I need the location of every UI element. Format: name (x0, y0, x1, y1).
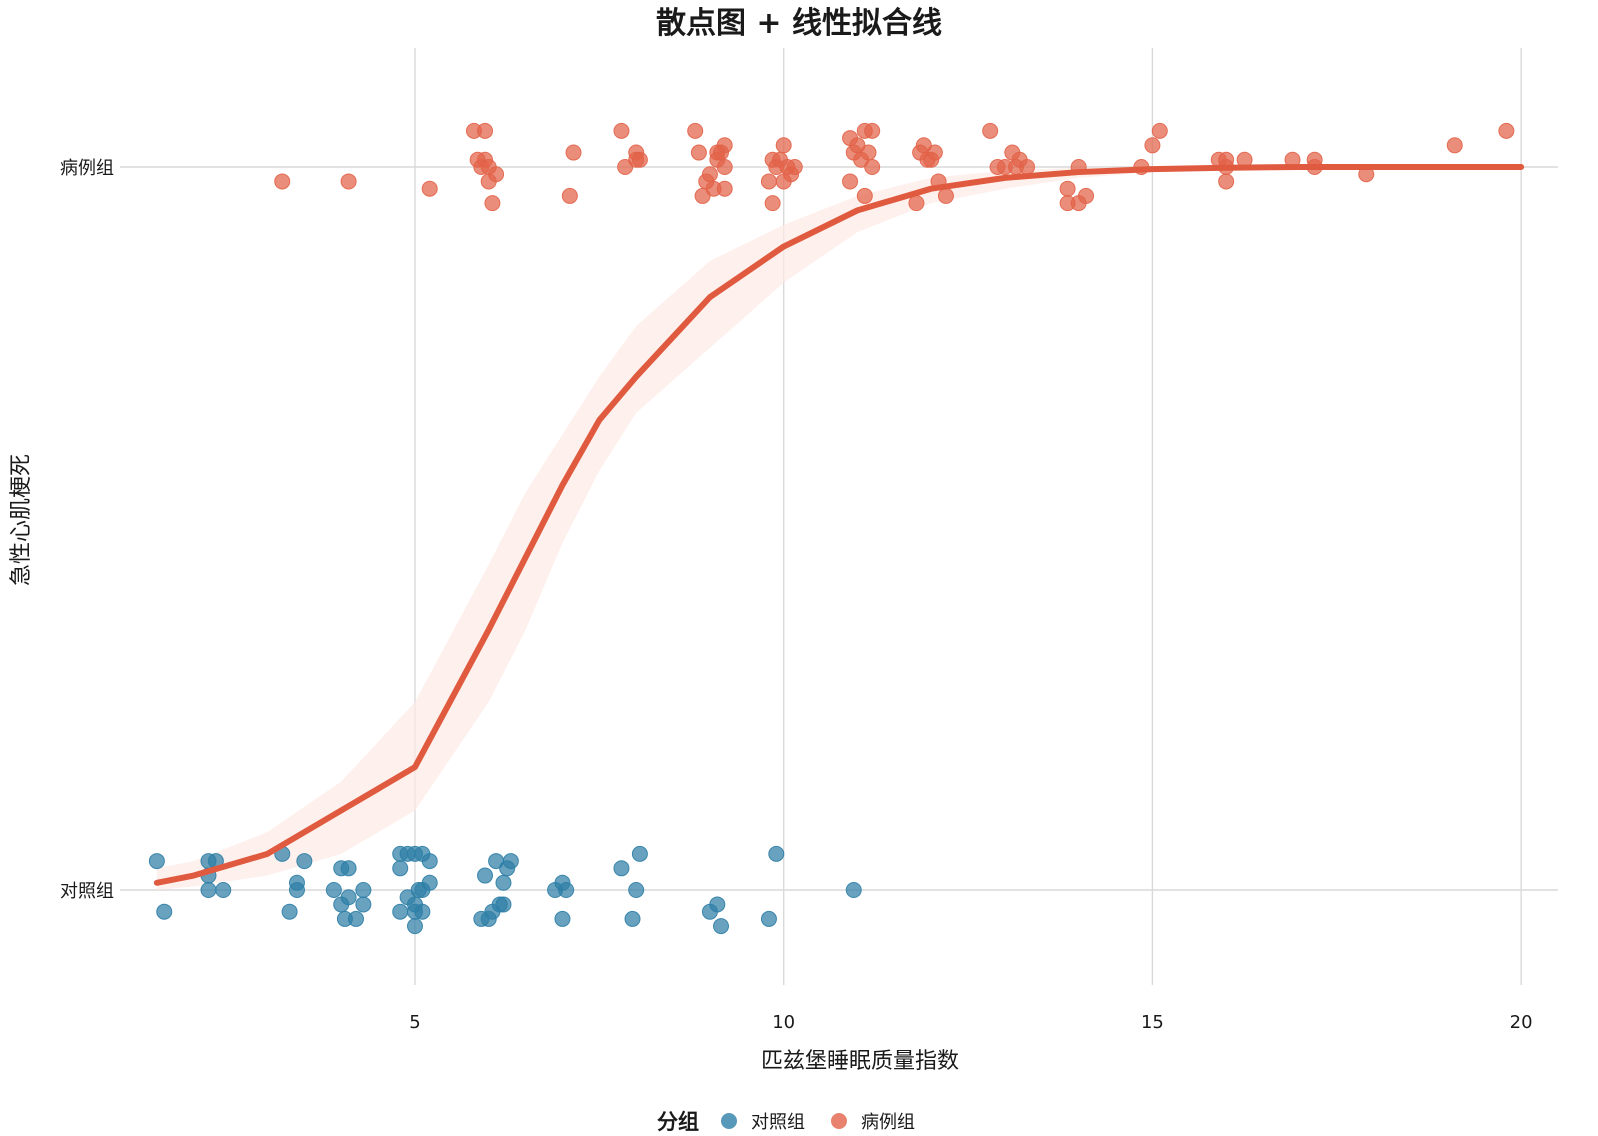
case-point-10 (484, 195, 501, 212)
case-point-66 (1059, 180, 1076, 197)
control-point-51 (624, 910, 641, 927)
legend-swatch-case (831, 1113, 847, 1129)
case-point-0 (274, 173, 291, 190)
confidence-band-area (156, 167, 1522, 890)
case-point-18 (628, 151, 645, 168)
case-point-76 (1218, 173, 1235, 190)
case-point-12 (561, 187, 578, 204)
y-tick-label-1: 病例组 (60, 158, 114, 179)
control-point-57 (760, 910, 777, 927)
case-point-20 (690, 144, 707, 161)
x-tick-label-1: 10 (772, 1012, 795, 1033)
control-point-17 (340, 889, 357, 906)
control-point-59 (845, 882, 862, 898)
control-point-19 (355, 882, 372, 898)
case-point-30 (716, 180, 733, 197)
legend-label-case: 病例组 (861, 1112, 915, 1133)
legend: 分组 对照组 病例组 (0, 1106, 1598, 1136)
control-point-50 (613, 860, 630, 877)
case-point-56 (926, 144, 943, 161)
fit-line-group (153, 164, 1525, 886)
case-point-28 (716, 137, 733, 154)
case-point-73 (1151, 122, 1168, 139)
control-point-20 (355, 896, 372, 913)
control-point-15 (340, 860, 357, 877)
control-point-49 (558, 882, 575, 898)
control-point-42 (495, 874, 512, 891)
data-points (148, 122, 1515, 935)
case-point-23 (701, 166, 718, 183)
control-point-1 (156, 903, 173, 920)
control-point-58 (768, 845, 785, 862)
case-point-41 (842, 173, 859, 190)
case-point-50 (864, 159, 881, 175)
case-point-31 (760, 173, 777, 190)
x-tick-label-3: 20 (1510, 1012, 1533, 1033)
control-point-22 (392, 860, 409, 877)
control-point-53 (631, 845, 648, 862)
case-point-48 (860, 144, 877, 161)
case-point-11 (488, 166, 505, 183)
control-point-31 (414, 903, 431, 920)
control-point-48 (554, 910, 571, 927)
case-point-49 (864, 122, 881, 139)
case-point-72 (1144, 137, 1161, 154)
control-point-55 (709, 896, 726, 913)
case-point-33 (764, 195, 781, 212)
fit-line (153, 164, 1525, 886)
legend-title: 分组 (657, 1110, 699, 1134)
control-point-52 (628, 882, 645, 898)
case-point-29 (716, 159, 733, 175)
chart-title: 散点图 + 线性拟合线 (655, 6, 943, 41)
case-point-2 (421, 180, 438, 197)
control-point-6 (215, 882, 232, 898)
control-point-18 (347, 910, 364, 927)
case-point-70 (1078, 187, 1095, 204)
control-point-12 (325, 882, 342, 898)
case-point-83 (1446, 137, 1463, 154)
control-point-34 (421, 874, 438, 891)
case-point-36 (775, 137, 792, 154)
control-point-37 (477, 867, 494, 884)
control-point-0 (148, 853, 165, 870)
control-point-45 (502, 853, 519, 870)
case-point-19 (687, 122, 704, 139)
scatter-plot: 对照组 病例组 5 10 15 20 匹兹堡睡眠质量指数 急性心肌梗死 (9, 48, 1558, 1074)
x-tick-labels: 5 10 15 20 (409, 1012, 1532, 1033)
case-point-58 (937, 187, 954, 204)
case-point-6 (477, 122, 494, 139)
case-point-14 (613, 122, 630, 139)
case-point-51 (908, 195, 925, 212)
case-point-15 (617, 159, 634, 175)
y-axis-title: 急性心肌梗死 (9, 454, 34, 586)
case-point-1 (340, 173, 357, 190)
case-point-84 (1498, 122, 1515, 139)
case-point-47 (856, 187, 873, 204)
x-axis-title: 匹兹堡睡眠质量指数 (761, 1049, 959, 1074)
x-tick-label-0: 5 (409, 1012, 420, 1033)
control-point-43 (495, 896, 512, 913)
control-point-10 (288, 874, 305, 891)
control-point-56 (713, 918, 730, 935)
legend-label-control: 对照组 (751, 1112, 805, 1133)
case-point-59 (982, 122, 999, 139)
control-point-8 (281, 903, 298, 920)
x-tick-label-2: 15 (1141, 1012, 1164, 1033)
case-point-65 (1019, 159, 1036, 175)
case-point-40 (786, 159, 803, 175)
legend-swatch-control (721, 1113, 737, 1129)
legend-item-case: 病例组 (831, 1108, 915, 1134)
control-point-11 (296, 853, 313, 870)
control-point-28 (406, 918, 423, 935)
legend-item-control: 对照组 (721, 1108, 805, 1134)
confidence-band (156, 167, 1522, 890)
control-point-23 (392, 903, 409, 920)
control-point-35 (421, 853, 438, 870)
case-point-13 (565, 144, 582, 161)
control-point-5 (200, 882, 217, 898)
y-tick-label-0: 对照组 (60, 881, 114, 902)
